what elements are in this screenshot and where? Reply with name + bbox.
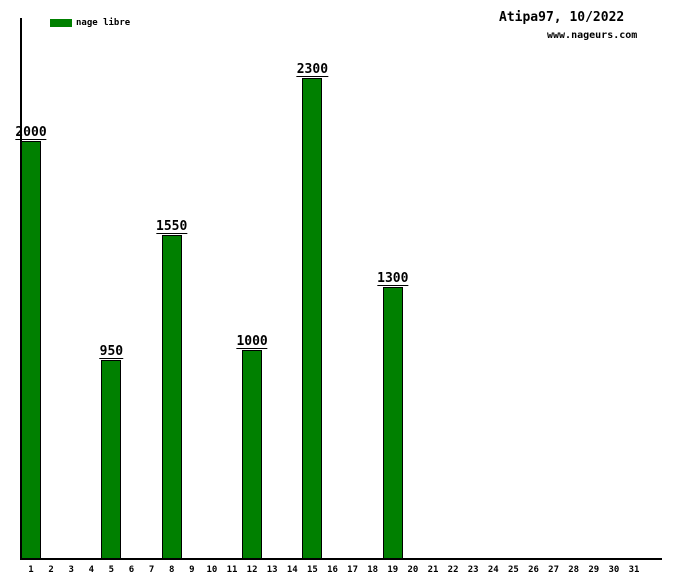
chart-title: Atipa97, 10/2022: [499, 10, 625, 25]
x-axis-day-label: 1: [28, 565, 34, 575]
x-axis-day-label: 27: [548, 565, 560, 575]
x-axis-day-label: 9: [189, 565, 195, 575]
x-axis-day-label: 20: [407, 565, 419, 575]
x-axis-day-label: 30: [608, 565, 620, 575]
x-axis-day-label: 7: [148, 565, 155, 575]
x-axis-day-label: 2: [48, 565, 54, 575]
x-axis-day-label: 12: [246, 565, 258, 575]
x-axis-day-label: 4: [88, 565, 95, 575]
bar-value-label: 1550: [156, 219, 188, 234]
x-axis-day-label: 31: [628, 565, 640, 575]
site-url: www.nageurs.com: [547, 30, 638, 41]
x-axis-day-label: 22: [447, 565, 459, 575]
legend-color-swatch: [50, 19, 72, 27]
x-axis-day-label: 15: [306, 565, 318, 575]
x-axis-day-label: 23: [467, 565, 479, 575]
bar-day-19: [382, 287, 403, 559]
bar-value-label: 1300: [377, 271, 409, 286]
x-axis-line: [20, 558, 662, 560]
x-axis-day-label: 25: [507, 565, 519, 575]
x-axis-day-label: 6: [128, 565, 135, 575]
x-axis-day-label: 26: [528, 565, 539, 575]
x-axis-day-label: 5: [108, 565, 115, 575]
bar-day-15: [302, 78, 323, 559]
x-axis-day-label: 19: [387, 565, 399, 575]
bar-day-12: [242, 350, 263, 559]
x-axis-day-label: 17: [347, 565, 359, 575]
x-axis-day-label: 21: [427, 565, 439, 575]
bar-day-5: [101, 360, 122, 559]
x-axis-day-label: 16: [327, 565, 338, 575]
x-axis-day-label: 14: [286, 565, 298, 575]
x-axis-day-label: 8: [168, 565, 175, 575]
legend-label: nage libre: [76, 18, 131, 28]
bar-day-1: [21, 141, 41, 559]
x-axis-day-label: 13: [266, 565, 278, 575]
x-axis-day-label: 10: [206, 565, 218, 575]
x-axis-day-label: 11: [226, 565, 238, 575]
x-axis-day-label: 29: [588, 565, 600, 575]
bar-value-label: 950: [99, 344, 124, 359]
x-axis-day-label: 18: [367, 565, 379, 575]
x-axis-day-label: 3: [68, 565, 74, 575]
x-axis-day-label: 28: [568, 565, 580, 575]
bar-value-label: 2300: [296, 62, 329, 77]
x-axis-day-label: 24: [487, 565, 499, 575]
bar-day-8: [161, 235, 182, 559]
bar-value-label: 2000: [15, 125, 47, 140]
bar-value-label: 1000: [236, 334, 268, 349]
